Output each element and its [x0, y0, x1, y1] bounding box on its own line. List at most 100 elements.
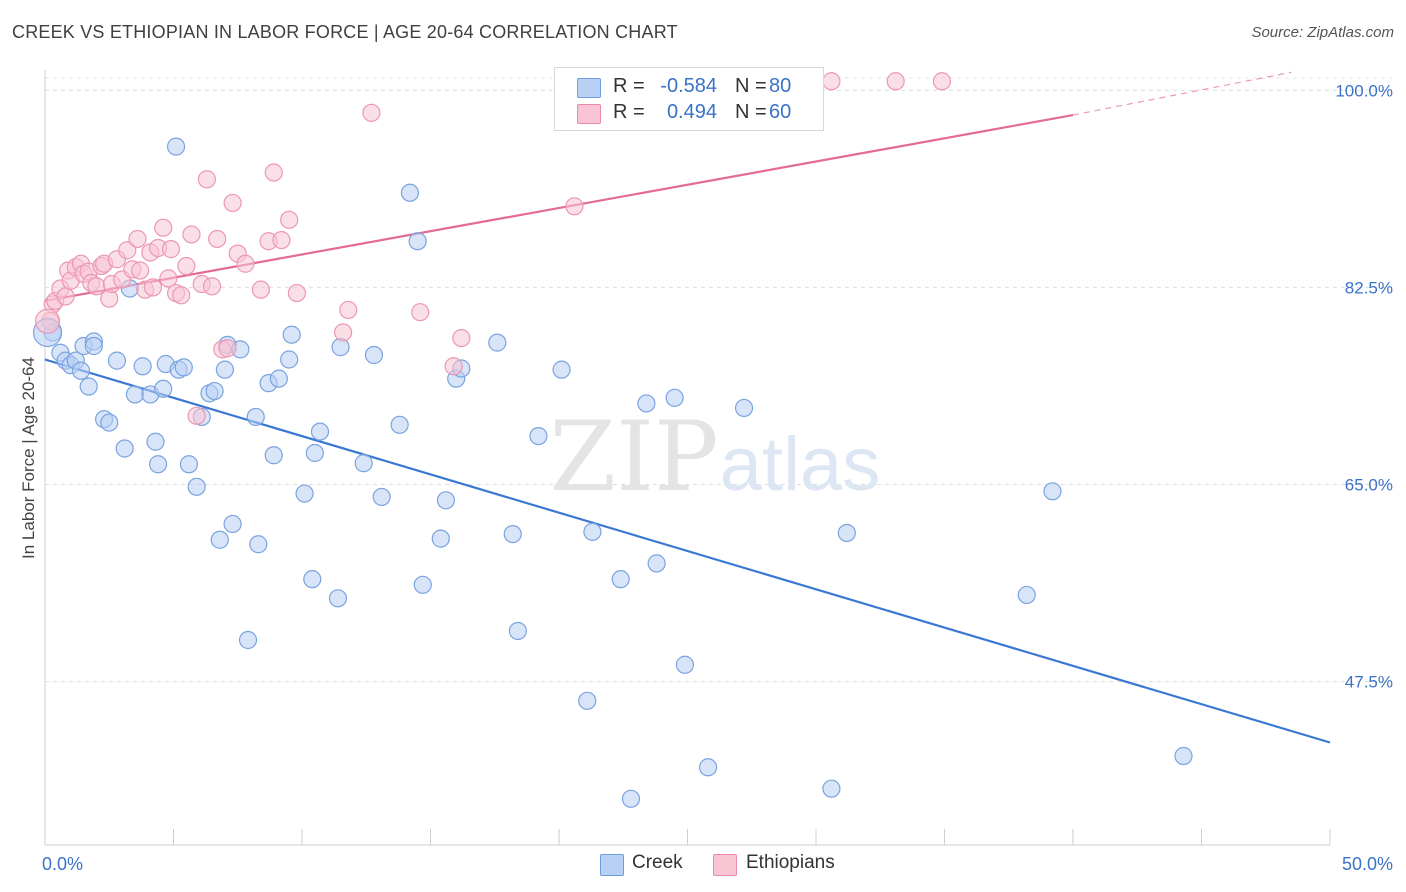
ethiopians-point: [187, 406, 206, 425]
creek-point: [100, 413, 119, 432]
watermark-atlas: atlas: [720, 422, 881, 507]
creek-point: [488, 333, 507, 352]
creek-point: [280, 350, 299, 369]
watermark: ZIP atlas: [549, 401, 880, 513]
ethiopians-point: [154, 218, 173, 237]
ethiopians-point: [932, 72, 952, 91]
x-tick-label-min: 0.0%: [42, 854, 83, 874]
ethiopians-point: [172, 286, 191, 305]
ethiopians-point: [280, 210, 299, 229]
creek-point: [125, 385, 145, 404]
data-points: [32, 72, 1193, 808]
ethiopians-n-value: 60: [769, 101, 792, 123]
creek-point: [675, 655, 695, 674]
ethiopians-r-label: R =: [613, 101, 645, 123]
creek-point: [215, 360, 234, 379]
creek-point: [647, 554, 666, 573]
creek-point: [310, 422, 330, 441]
stats-legend: R = -0.584 N = 80 R = 0.494 N = 60: [554, 67, 824, 131]
creek-point: [115, 439, 134, 458]
legend-creek-swatch: [600, 854, 624, 876]
ethiopians-point: [251, 280, 270, 299]
creek-point: [837, 523, 856, 543]
source-label: Source: ZipAtlas.com: [1251, 24, 1394, 41]
creek-point: [148, 455, 168, 474]
axis-labels: 47.5% 65.0% 82.5% 100.0% 0.0% 50.0% In Labor F…: [19, 81, 1393, 874]
creek-point: [390, 415, 409, 434]
creek-n-value: 80: [769, 75, 792, 97]
creek-point: [303, 570, 322, 589]
creek-point: [529, 426, 548, 446]
creek-point: [107, 351, 127, 370]
creek-point: [1174, 746, 1193, 766]
ethiopians-point: [444, 357, 463, 376]
legend-ethiopians-label: Ethiopians: [746, 852, 835, 873]
creek-r-value: -0.584: [660, 75, 717, 97]
creek-point: [1017, 585, 1036, 605]
creek-point: [508, 621, 527, 641]
stats-row-ethiopians: R = 0.494 N = 60: [555, 101, 823, 129]
ethiopians-n-label: N =: [735, 101, 767, 123]
creek-point: [179, 455, 199, 474]
creek-point: [79, 377, 98, 396]
creek-point: [1043, 482, 1062, 501]
creek-n-label: N =: [735, 75, 767, 97]
ethiopians-trend-line: [44, 113, 1074, 303]
creek-point: [264, 446, 283, 465]
creek-point: [400, 183, 420, 202]
creek-point: [503, 524, 522, 544]
creek-point: [187, 477, 206, 496]
axes: [44, 70, 1331, 846]
y-tick-label: 65.0%: [1345, 476, 1393, 495]
ethiopians-point: [87, 277, 106, 296]
ethiopians-swatch: [577, 104, 601, 124]
y-axis-title: In Labor Force | Age 20-64: [19, 357, 38, 559]
legend-creek-label: Creek: [632, 852, 683, 873]
creek-point: [413, 575, 432, 594]
creek-point: [249, 535, 268, 554]
ethiopians-point: [143, 278, 163, 297]
creek-point: [238, 630, 258, 650]
creek-point: [364, 345, 384, 365]
creek-point: [84, 336, 103, 356]
ethiopians-point: [56, 287, 75, 306]
ethiopians-point: [822, 72, 841, 91]
chart-title: CREEK VS ETHIOPIAN IN LABOR FORCE | AGE …: [12, 22, 678, 42]
ethiopians-point: [161, 240, 181, 259]
watermark-zip: ZIP: [549, 401, 718, 513]
creek-point: [133, 357, 152, 376]
creek-point: [166, 137, 186, 156]
ethiopians-point: [218, 339, 237, 358]
ethiopians-trend-extension: [1072, 71, 1292, 116]
ethiopians-point: [130, 261, 150, 280]
creek-point: [146, 432, 165, 451]
ethiopians-point: [287, 283, 306, 303]
ethiopians-point: [886, 72, 905, 91]
creek-swatch: [577, 78, 601, 98]
y-tick-label: 47.5%: [1345, 673, 1393, 692]
ethiopians-point: [177, 256, 196, 276]
creek-point: [822, 779, 841, 798]
creek-point: [372, 487, 391, 507]
x-tick-label-max: 50.0%: [1342, 854, 1393, 874]
ethiopians-point: [128, 229, 147, 249]
ethiopians-point: [264, 163, 283, 182]
creek-point: [734, 398, 754, 418]
ethiopians-point: [182, 225, 201, 244]
creek-point: [431, 529, 450, 548]
ethiopians-r-value: 0.494: [666, 101, 717, 123]
ethiopians-point: [334, 323, 353, 342]
creek-point: [269, 369, 288, 388]
creek-point: [408, 232, 427, 251]
ethiopians-point: [223, 193, 242, 213]
creek-point: [637, 394, 656, 413]
ethiopians-point: [565, 197, 584, 216]
ethiopians-point: [118, 241, 137, 260]
creek-point: [210, 530, 229, 549]
creek-point: [71, 361, 91, 380]
creek-point: [174, 358, 193, 377]
y-tick-label: 82.5%: [1345, 278, 1393, 297]
stats-row-creek: R = -0.584 N = 80: [555, 75, 823, 103]
ethiopians-point: [339, 300, 358, 320]
